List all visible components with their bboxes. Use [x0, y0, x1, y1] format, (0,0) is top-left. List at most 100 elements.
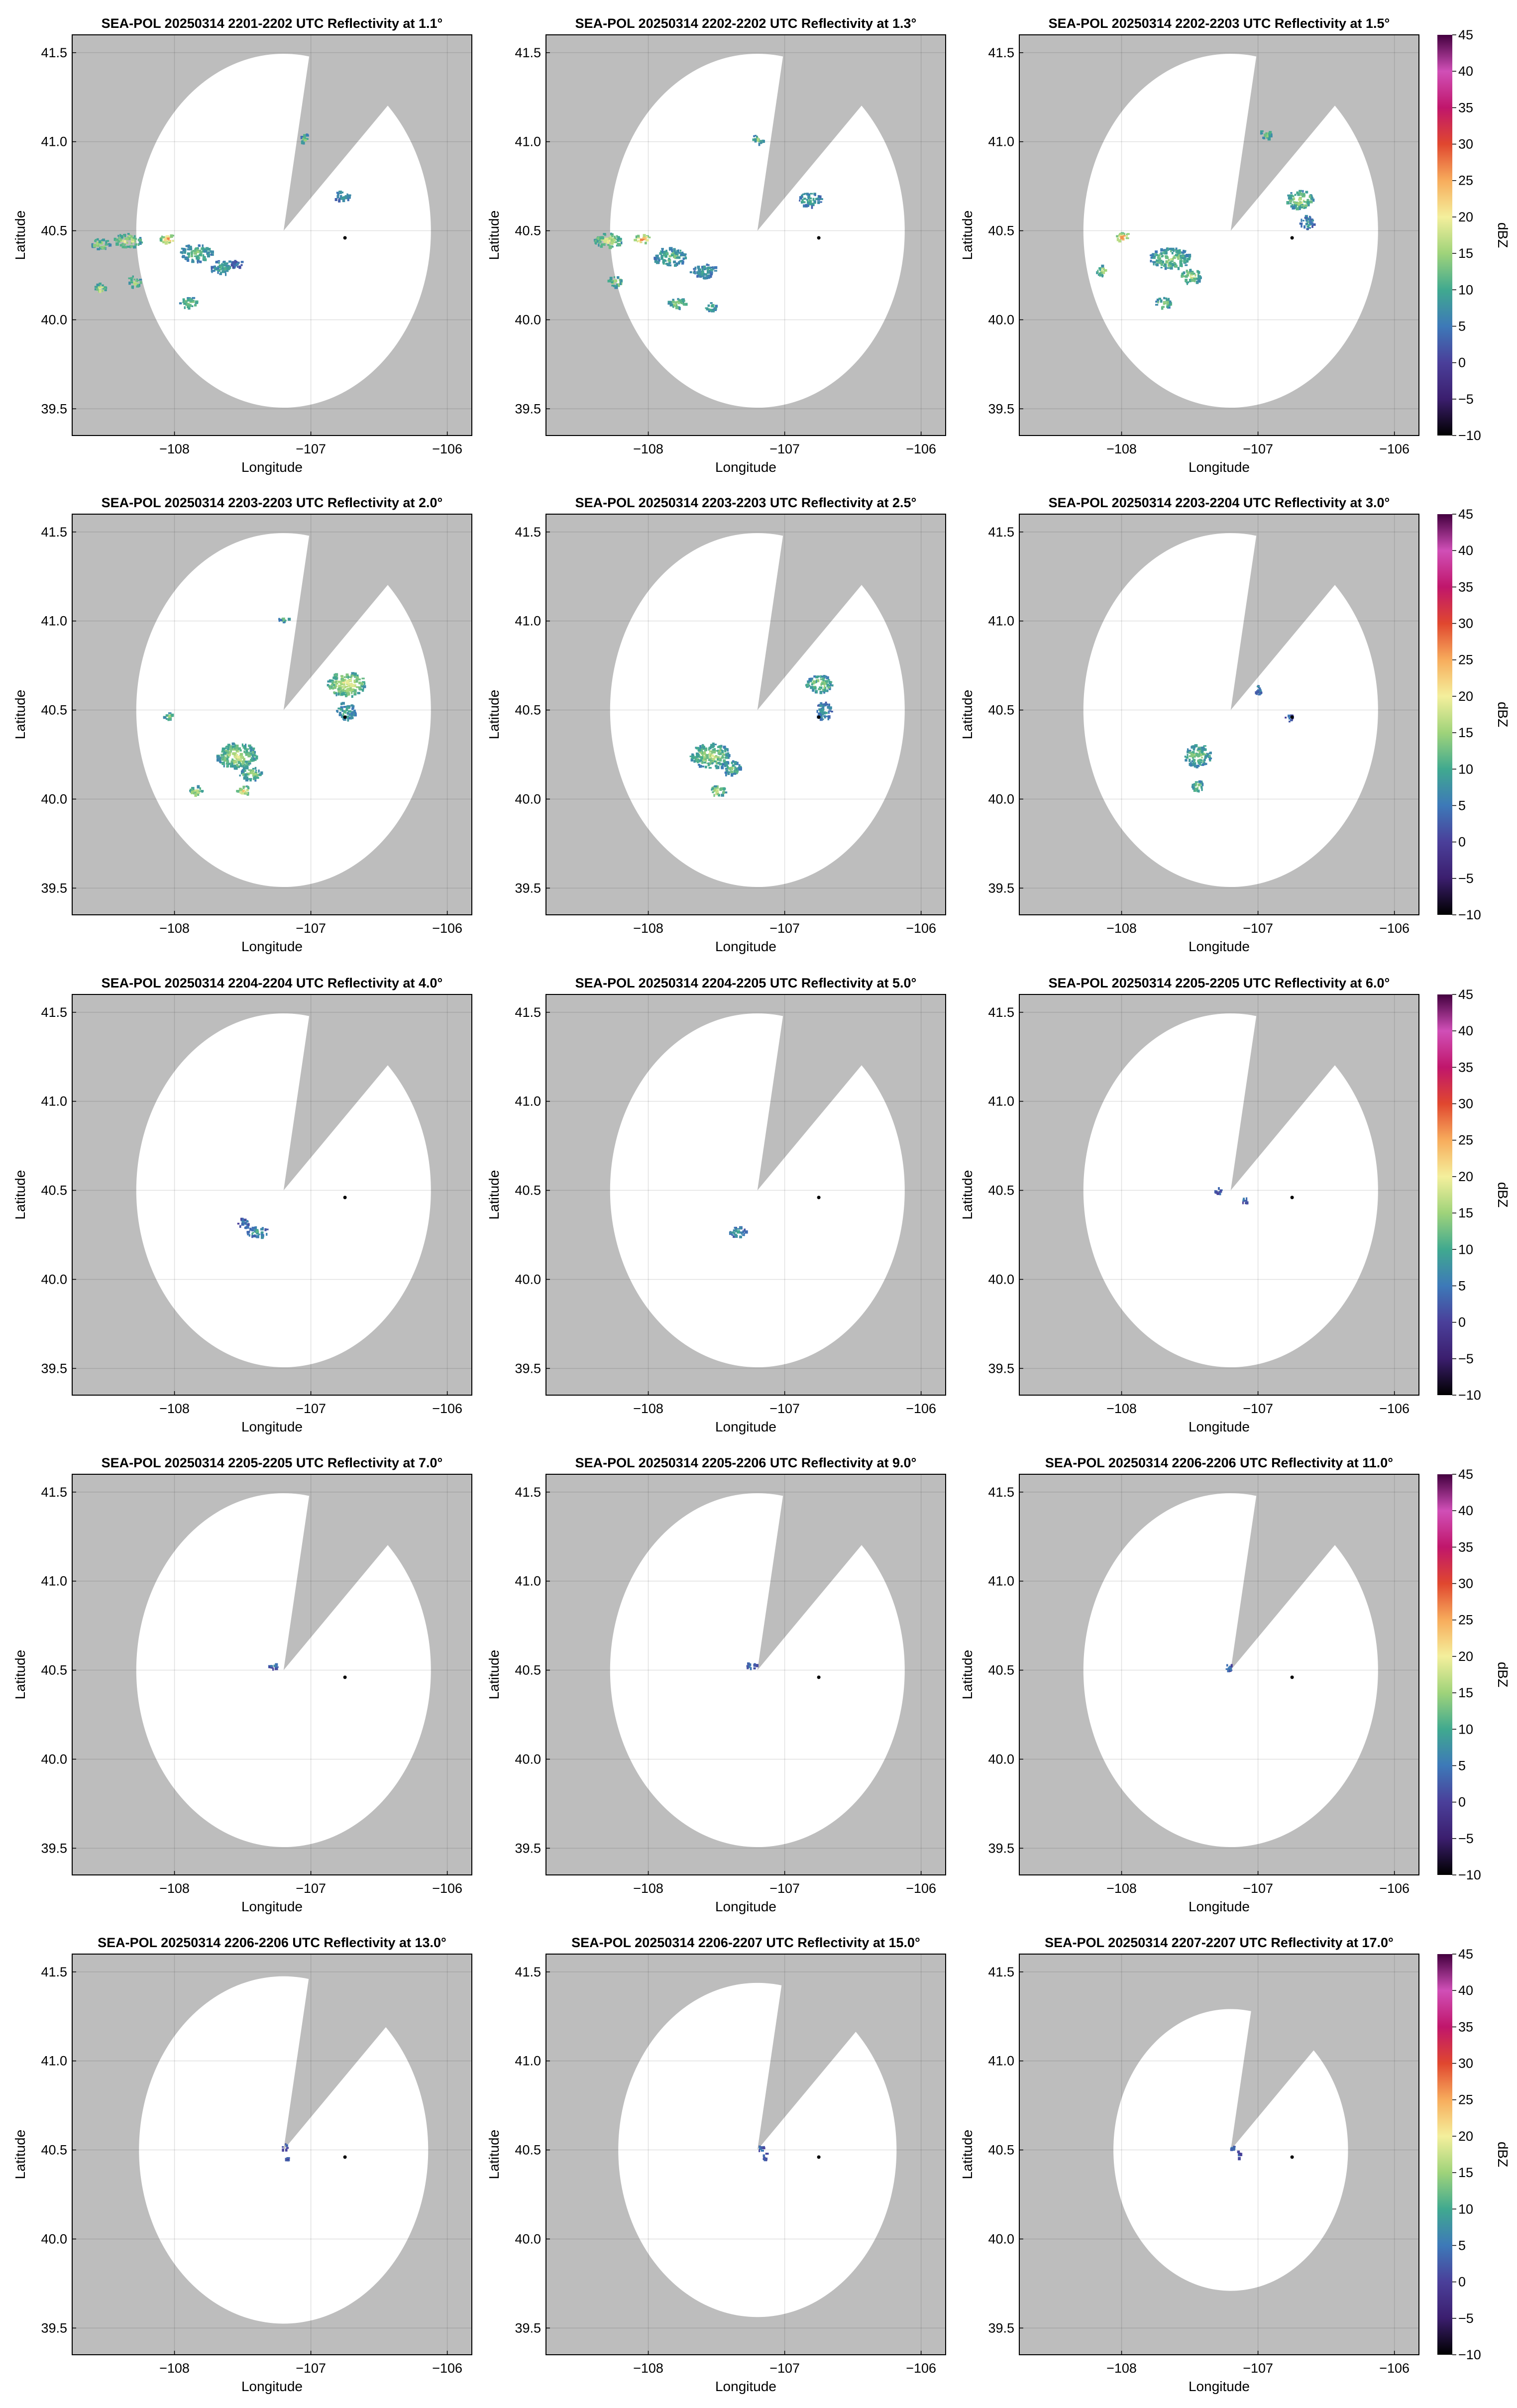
echo-pixel [724, 757, 728, 759]
echo-pixel [1118, 239, 1122, 243]
echo-pixel [353, 693, 357, 696]
y-tick-label: 40.5 [515, 2143, 541, 2158]
echo-pixel [699, 745, 702, 749]
echo-pixel [764, 2157, 768, 2161]
echo-pixel [191, 259, 194, 263]
echo-pixel [363, 685, 366, 688]
echo-pixel [287, 2159, 290, 2161]
echo-pixel [161, 236, 165, 238]
echo-pixel [354, 711, 357, 714]
echo-pixel [1285, 716, 1287, 719]
echo-pixel [723, 759, 726, 763]
echo-pixel [343, 683, 345, 686]
echo-pixel [182, 301, 184, 303]
echo-pixel [1290, 197, 1293, 200]
echo-pixel [689, 271, 692, 274]
echo-pixel [683, 258, 685, 260]
echo-pixel [350, 677, 352, 679]
echo-pixel [1156, 298, 1160, 302]
echo-pixel [1169, 264, 1172, 267]
echo-pixel [813, 675, 816, 678]
echo-pixel [191, 253, 193, 256]
echo-pixel [208, 251, 211, 253]
echo-pixel [1116, 235, 1119, 237]
echo-pixel [675, 255, 677, 258]
echo-pixel [1183, 271, 1186, 274]
y-axis-label: Latitude [12, 1170, 28, 1220]
echo-pixel [243, 747, 247, 750]
echo-pixel [1268, 132, 1271, 136]
echo-pixel [130, 281, 133, 284]
echo-pixel [696, 271, 699, 274]
echo-pixel [1232, 2147, 1235, 2151]
echo-pixel [754, 1664, 757, 1666]
echo-pixel [361, 684, 364, 688]
echo-pixel [351, 672, 355, 675]
echo-pixel [1310, 195, 1313, 199]
echo-pixel [708, 310, 711, 313]
echo-pixel [610, 280, 614, 282]
echo-pixel [1159, 257, 1161, 261]
echo-pixel [1156, 263, 1159, 267]
echo-pixel [1290, 203, 1292, 205]
x-axis-label: Longitude [1189, 2379, 1250, 2394]
echo-pixel [717, 757, 720, 761]
panel-7: −108 −107 −10639.540.040.541.041.5SEA-POL … [12, 976, 472, 1434]
echo-pixel [711, 787, 715, 790]
echo-pixel [227, 744, 231, 747]
colorbar-tick-label: 30 [1458, 2056, 1473, 2071]
echo-pixel [1299, 191, 1301, 195]
echo-pixel [1177, 267, 1180, 270]
echo-pixel [260, 1232, 263, 1235]
echo-pixel [115, 242, 119, 246]
echo-pixel [211, 253, 214, 256]
echo-cell [336, 702, 357, 722]
panel-6: −108 −107 −10639.540.040.541.041.5SEA-POL … [960, 495, 1419, 954]
echo-pixel [194, 789, 197, 793]
echo-pixel [1217, 1192, 1220, 1195]
echo-pixel [1187, 754, 1189, 757]
echo-pixel [1197, 749, 1201, 752]
echo-pixel [239, 753, 243, 756]
echo-pixel [1182, 272, 1184, 276]
echo-pixel [825, 703, 829, 706]
echo-pixel [679, 260, 682, 263]
echo-pixel [1196, 765, 1200, 767]
colorbar-tick-label: 35 [1458, 1060, 1473, 1075]
echo-pixel [704, 766, 707, 768]
echo-pixel [738, 764, 741, 767]
echo-pixel [248, 1234, 251, 1237]
echo-pixel [600, 243, 604, 246]
echo-pixel [260, 1231, 264, 1234]
echo-pixel [697, 754, 700, 757]
echo-pixel [1306, 228, 1309, 230]
echo-pixel [230, 750, 232, 753]
echo-pixel [700, 748, 703, 752]
echo-pixel [261, 1234, 264, 1237]
echo-pixel [722, 787, 726, 791]
echo-pixel [709, 746, 712, 750]
echo-pixel [285, 620, 287, 622]
echo-pixel [699, 273, 703, 277]
echo-pixel [1191, 760, 1194, 763]
y-tick-label: 41.0 [41, 614, 67, 629]
echo-pixel [668, 261, 670, 263]
echo-pixel [119, 238, 123, 241]
echo-pixel [817, 199, 820, 201]
echo-pixel [1172, 257, 1174, 261]
reflectivity-echoes [1096, 130, 1316, 310]
echo-pixel [228, 266, 231, 269]
echo-pixel [1167, 304, 1169, 306]
echo-pixel [699, 276, 702, 278]
echo-cell [1191, 780, 1204, 793]
echo-pixel [811, 683, 813, 686]
echo-pixel [1294, 206, 1297, 209]
echo-pixel [230, 263, 233, 267]
echo-pixel [1150, 256, 1154, 259]
echo-pixel [348, 687, 350, 690]
echo-pixel [333, 685, 336, 689]
echo-pixel [1218, 1191, 1220, 1193]
